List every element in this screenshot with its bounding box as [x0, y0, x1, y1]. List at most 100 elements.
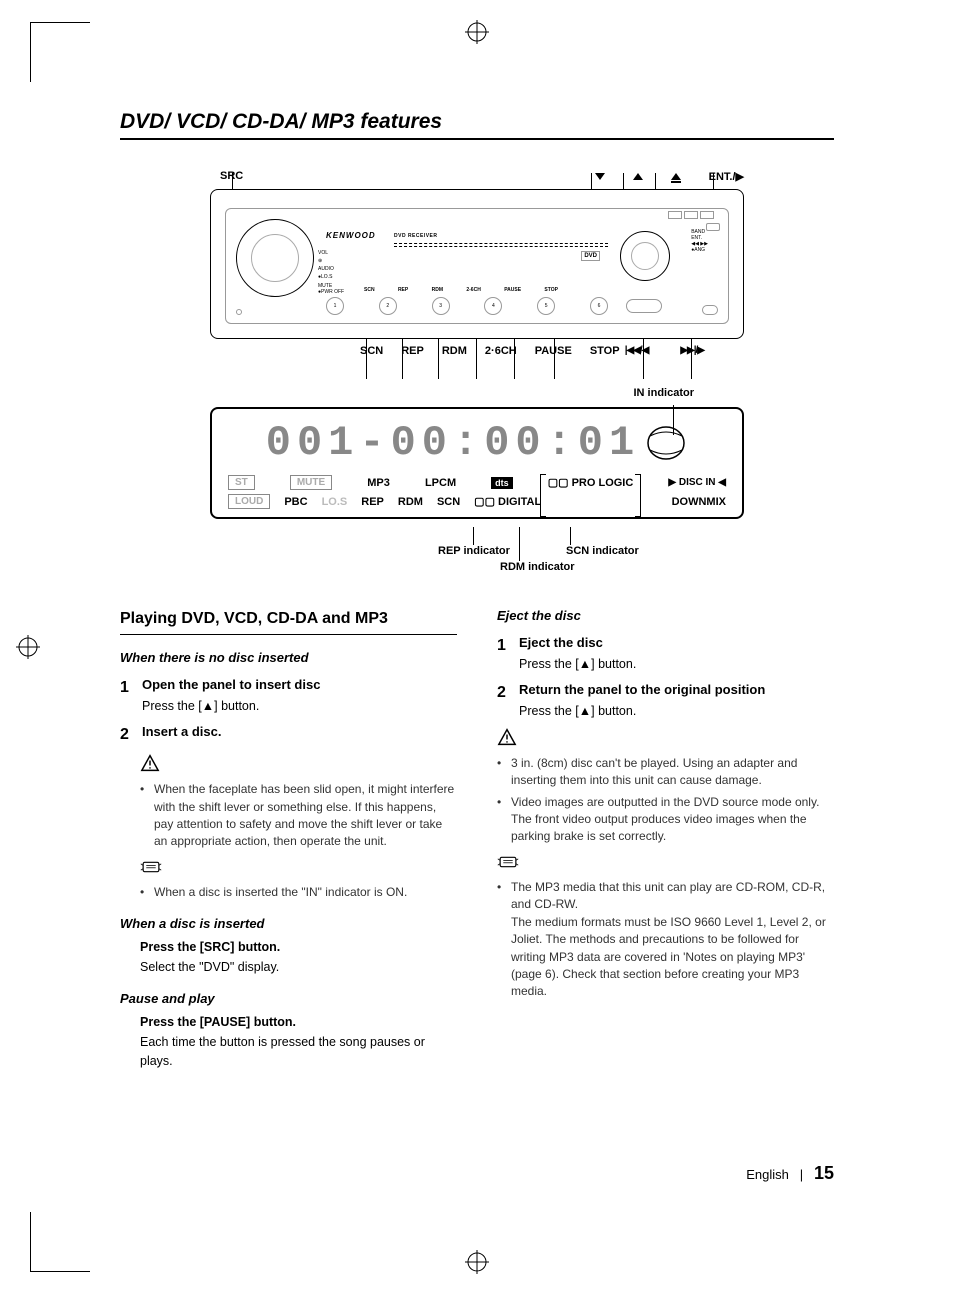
disc-in-label: ▶ DISC IN ◀: [668, 477, 726, 488]
loud-badge: LOUD: [228, 494, 270, 509]
digital-label: ▢▢ DIGITAL: [474, 495, 541, 508]
note-text: When a disc is inserted the "IN" indicat…: [154, 884, 407, 901]
registration-mark-bottom: [465, 1250, 489, 1274]
label-scn: SCN: [360, 345, 383, 357]
no-disc-subsection: When there is no disc inserted: [120, 649, 457, 668]
rdm-indicator-label: RDM indicator: [500, 561, 575, 573]
eject-step2-title: Return the panel to the original positio…: [519, 681, 834, 700]
dts-badge: dts: [491, 477, 513, 489]
vol-labels: VOL ⊕ AUDIO ●LO.S: [318, 249, 334, 281]
st-badge: ST: [228, 475, 255, 490]
next-track-icon: ▶▶|/▶: [680, 345, 704, 357]
leader-line: [366, 339, 367, 379]
format-badges: [668, 211, 714, 219]
leader-line: [514, 339, 515, 379]
warning-text: When the faceplate has been slid open, i…: [154, 781, 457, 851]
page-number: 15: [814, 1163, 834, 1183]
control-knob: [620, 231, 670, 281]
crop-mark-top-left: [30, 22, 90, 82]
warning-text-video: Video images are outputted in the DVD so…: [511, 794, 834, 846]
scn-label: SCN: [437, 496, 460, 508]
step-number: 1: [120, 676, 134, 715]
receiver-faceplate: KENWOOD DVD RECEIVER VOL ⊕ AUDIO ●LO.S D…: [210, 189, 744, 339]
prev-track-icon: |◀◀/◀: [625, 345, 649, 357]
disc-slot: [394, 243, 608, 247]
step2-title: Insert a disc.: [142, 723, 457, 742]
step-number: 2: [497, 681, 511, 720]
aux-port: [702, 305, 718, 315]
lpcm-label: LPCM: [425, 477, 456, 489]
leader-line: [643, 339, 644, 379]
disc-inserted-subsection: When a disc is inserted: [120, 915, 457, 934]
step1-title: Open the panel to insert disc: [142, 676, 457, 695]
warning-text-disc: 3 in. (8cm) disc can't be played. Using …: [511, 755, 834, 790]
receiver-diagram: SRC ENT./▶ KENWOOD DVD RECEIVER VOL ⊕ AU…: [120, 170, 834, 357]
pause-instruction: Press the [PAUSE] button.: [140, 1013, 457, 1031]
mp3-label: MP3: [367, 477, 390, 489]
dvd-badge: DVD: [581, 251, 600, 261]
warning-icon: [140, 754, 160, 772]
crop-mark-bottom-left: [30, 1212, 90, 1272]
prologic-label: ▢▢ PRO LOGIC: [548, 477, 634, 489]
registration-mark-left: [16, 635, 40, 659]
eject-subsection: Eject the disc: [497, 607, 834, 626]
page-footer: English | 15: [746, 1163, 834, 1184]
los-label: LO.S: [322, 496, 348, 508]
label-rep: REP: [401, 345, 424, 357]
model-label: DVD RECEIVER: [394, 233, 438, 239]
knob-right-labels: BAND ENT. ◀◀ ▶▶ ●ANG: [691, 229, 708, 253]
up-icon: [633, 173, 643, 180]
label-26ch: 2·6CH: [485, 345, 517, 357]
rdm-label: RDM: [398, 496, 423, 508]
scn-indicator-label: SCN indicator: [566, 545, 639, 557]
downmix-label: DOWNMIX: [672, 496, 726, 508]
note-icon: [497, 854, 519, 870]
registration-mark-top: [465, 20, 489, 44]
select-dvd-text: Select the "DVD" display.: [140, 958, 457, 976]
step-number: 1: [497, 634, 511, 673]
eject-step2-desc: Press the [▲] button.: [519, 702, 834, 720]
down-icon: [595, 173, 605, 180]
reset-hole: [236, 309, 242, 315]
mute-label: MUTE ●PWR OFF: [318, 283, 344, 295]
eject-icon: [671, 173, 681, 180]
language-label: English: [746, 1167, 789, 1182]
eject-button-icon: [706, 223, 720, 231]
leader-line: [476, 339, 477, 379]
src-instruction: Press the [SRC] button.: [140, 938, 457, 956]
lcd-time-display: 001-00:00:01: [228, 419, 726, 467]
lcd-display: 001-00:00:01 ST MUTE MP3 LPCM dts ▢▢ PRO…: [210, 407, 744, 519]
pause-description: Each time the button is pressed the song…: [140, 1033, 457, 1069]
label-stop: STOP: [590, 345, 620, 357]
leader-line: [554, 339, 555, 379]
left-column: Playing DVD, VCD, CD-DA and MP3 When the…: [120, 607, 457, 1070]
leader-line: [691, 339, 692, 379]
label-rdm: RDM: [442, 345, 467, 357]
disc-icon: [644, 424, 688, 462]
warning-icon: [497, 728, 517, 746]
note-icon: [140, 859, 162, 875]
in-indicator-label: IN indicator: [120, 387, 694, 399]
number-button-row: 123456: [326, 297, 608, 315]
right-column: Eject the disc 1 Eject the disc Press th…: [497, 607, 834, 1070]
rep-indicator-label: REP indicator: [438, 545, 510, 557]
leader-line: [438, 339, 439, 379]
volume-knob: [236, 219, 314, 297]
rep-label: REP: [361, 496, 384, 508]
leader-line: [402, 339, 403, 379]
step1-desc: Press the [▲] button.: [142, 697, 457, 715]
eject-step1-desc: Press the [▲] button.: [519, 655, 834, 673]
oval-button: [626, 299, 662, 313]
mute-badge: MUTE: [290, 475, 332, 490]
eject-step1-title: Eject the disc: [519, 634, 834, 653]
mp3-media-text: The MP3 media that this unit can play ar…: [511, 880, 825, 911]
step-number: 2: [120, 723, 134, 746]
section-title: DVD/ VCD/ CD-DA/ MP3 features: [120, 110, 834, 140]
display-indicator-labels: REP indicator RDM indicator SCN indicato…: [210, 527, 744, 577]
pbc-label: PBC: [284, 496, 307, 508]
pause-play-subsection: Pause and play: [120, 990, 457, 1009]
brand-logo: KENWOOD: [326, 231, 376, 240]
playing-heading: Playing DVD, VCD, CD-DA and MP3: [120, 607, 457, 635]
button-labels: SCN REP RDM 2-6CH PAUSE STOP: [364, 287, 558, 293]
mp3-format-text: The medium formats must be ISO 9660 Leve…: [511, 915, 826, 999]
